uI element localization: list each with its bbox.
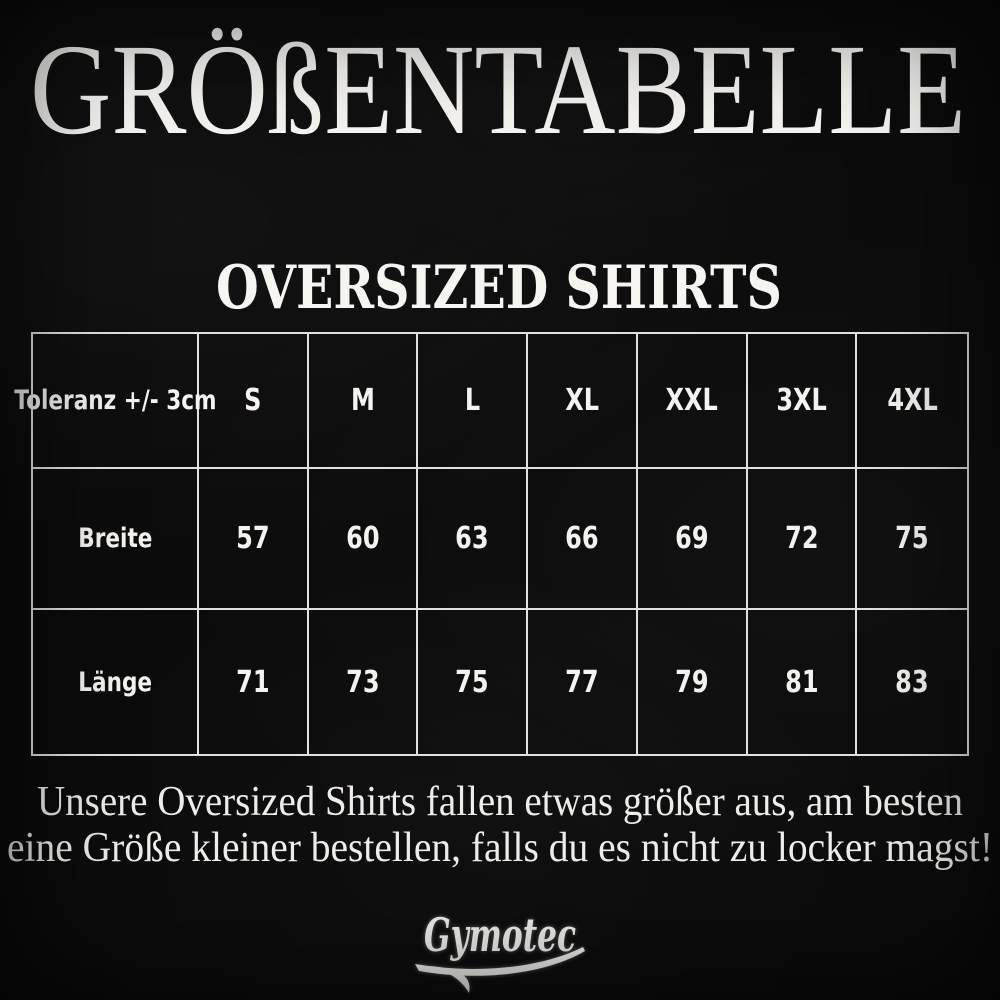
brand-logo-text: Gymotec (424, 908, 576, 962)
column-header-s: S (199, 334, 309, 469)
breite-xxl: 69 (637, 469, 748, 610)
size-note-line2: eine Größe kleiner bestellen, falls du e… (7, 825, 993, 871)
table-corner-cell: Toleranz +/- 3cm (14, 334, 216, 469)
size-note-line1: Unsere Oversized Shirts fallen etwas grö… (37, 779, 963, 825)
brand-logo: Gymotec (415, 908, 585, 993)
breite-m: 60 (308, 469, 419, 610)
laenge-l: 75 (418, 610, 529, 754)
breite-3xl: 72 (747, 469, 858, 610)
column-header-4xl: 4XL (857, 334, 967, 469)
column-header-xl: XL (528, 334, 638, 469)
row-header-breite: Breite (33, 469, 199, 610)
page-title: GRÖßENTABELLE (30, 18, 966, 162)
section-subtitle-text: OVERSIZED SHIRTS (216, 253, 782, 323)
breite-4xl: 75 (857, 469, 967, 610)
laenge-xl: 77 (528, 610, 638, 754)
size-note: Unsere Oversized Shirts fallen etwas grö… (7, 779, 993, 871)
breite-l: 63 (418, 469, 529, 610)
laenge-4xl: 83 (895, 664, 929, 700)
logo-swoosh-shape (415, 947, 585, 976)
column-header-3xl: 3XL (747, 334, 858, 469)
section-subtitle: OVERSIZED SHIRTS (216, 253, 782, 323)
laenge-3xl: 81 (748, 610, 858, 754)
column-header-l: L (418, 334, 529, 469)
row-header-laenge: Länge (33, 610, 199, 754)
page-title-text: GRÖßENTABELLE (30, 18, 966, 162)
size-table: Toleranz +/- 3cm S M L XL XXL 3XL 4XL Br… (14, 332, 969, 756)
laenge-s: 71 (199, 610, 309, 754)
column-header-xxl: XXL (637, 334, 748, 469)
breite-xl: 66 (528, 469, 638, 610)
laenge-xxl: 79 (638, 610, 748, 754)
logo-swoosh-tail (419, 964, 470, 993)
laenge-m: 73 (309, 610, 419, 754)
breite-s: 57 (199, 469, 309, 610)
column-header-m: M (308, 334, 419, 469)
